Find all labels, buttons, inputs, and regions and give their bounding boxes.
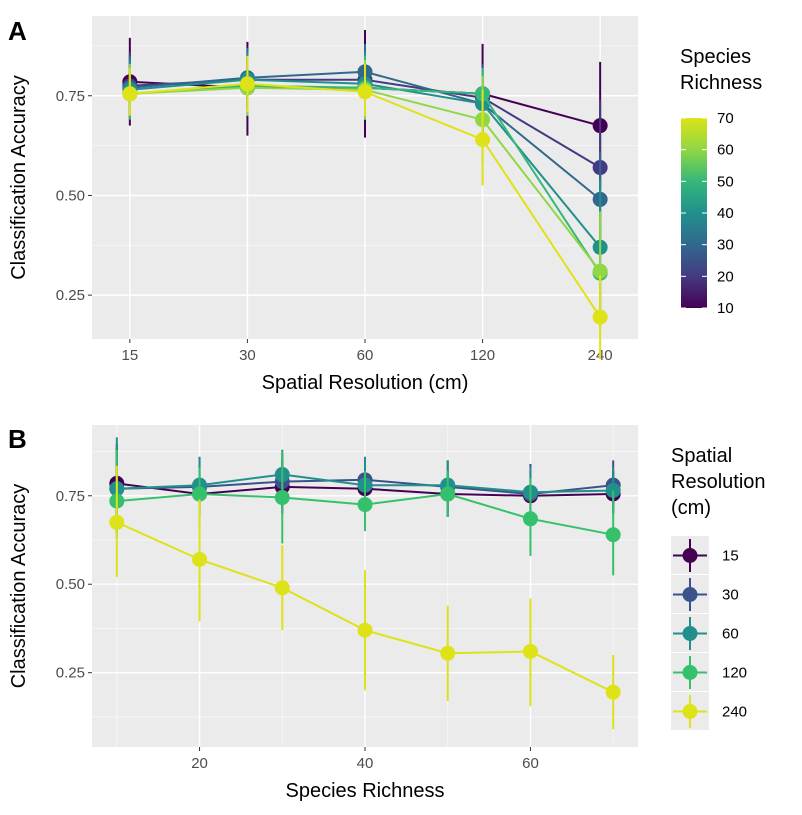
x-tick-label: 20 (191, 755, 208, 772)
x-axis-title: Spatial Resolution (cm) (262, 372, 469, 394)
legend-key-point (682, 665, 698, 680)
legend-title: Spatial (671, 445, 732, 467)
panel-label: A (8, 16, 27, 46)
x-tick-label: 40 (357, 755, 374, 772)
data-point (109, 514, 125, 530)
legend-key-point (682, 587, 698, 602)
data-point (592, 263, 608, 279)
x-axis-title: Species Richness (286, 780, 445, 802)
data-point (357, 84, 373, 100)
data-point (122, 86, 138, 102)
panel-label: B (8, 424, 27, 454)
legend-title: (cm) (671, 497, 711, 519)
data-point (440, 645, 456, 661)
data-point (357, 497, 373, 513)
legend-label: 15 (722, 548, 739, 565)
legend-key-point (682, 704, 698, 719)
legend-title: Resolution (671, 471, 766, 493)
legend: Species Richness 10 20 30 40 50 60 70 (680, 46, 762, 317)
data-point (440, 486, 456, 502)
y-tick-label: 0.75 (56, 88, 85, 105)
data-point (592, 309, 608, 325)
legend-label: 240 (722, 704, 747, 721)
panel-B: 0.25 0.50 0.75 20 40 60 Species Richness Classi… (8, 424, 766, 802)
series-240 (109, 465, 621, 730)
x-tick-label: 60 (522, 755, 539, 772)
legend-title: Richness (680, 72, 762, 94)
data-point (274, 490, 290, 506)
x-tick-label: 30 (239, 347, 256, 364)
data-point (605, 527, 621, 543)
y-tick-label: 0.50 (56, 187, 85, 204)
legend-label: 120 (722, 665, 747, 682)
y-tick-label: 0.75 (56, 488, 85, 505)
colorbar-label: 70 (717, 110, 734, 127)
colorbar-label: 50 (717, 173, 734, 190)
data-point (274, 580, 290, 596)
y-tick-label: 0.25 (56, 665, 85, 682)
colorbar-label: 30 (717, 237, 734, 254)
legend: Spatial Resolution (cm) 15 30 60 120 240 (671, 445, 766, 730)
x-tick-label: 15 (122, 347, 139, 364)
series-70 (122, 55, 608, 359)
data-point (475, 132, 491, 148)
colorbar-label: 20 (717, 268, 734, 285)
y-tick-label: 0.25 (56, 287, 85, 304)
y-axis-title: Classification Accuracy (8, 75, 30, 280)
colorbar-label: 60 (717, 142, 734, 159)
x-tick-label: 120 (470, 347, 495, 364)
y-axis-title: Classification Accuracy (8, 484, 30, 689)
legend-key-point (682, 626, 698, 641)
legend-label: 60 (722, 626, 739, 643)
legend-label: 30 (722, 587, 739, 604)
legend-title: Species (680, 46, 751, 68)
data-point (522, 511, 538, 527)
data-point (192, 486, 208, 502)
data-point (522, 643, 538, 659)
data-point (605, 684, 621, 700)
data-point (239, 76, 255, 92)
x-tick-label: 60 (357, 347, 374, 364)
y-tick-label: 0.50 (56, 576, 85, 593)
colorbar-label: 10 (717, 300, 734, 317)
data-point (192, 551, 208, 567)
colorbar-label: 40 (717, 205, 734, 222)
legend-key-point (682, 548, 698, 563)
data-point (357, 622, 373, 638)
